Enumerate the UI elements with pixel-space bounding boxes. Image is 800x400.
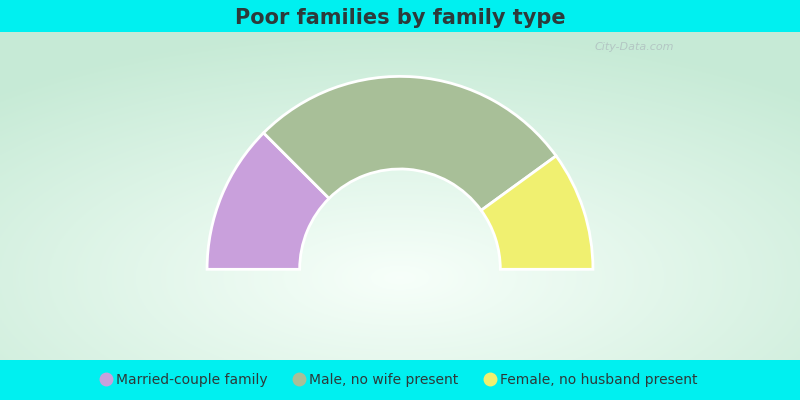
Wedge shape [263, 76, 556, 210]
Wedge shape [207, 133, 329, 269]
Text: City-Data.com: City-Data.com [594, 42, 674, 52]
Wedge shape [481, 156, 593, 269]
Text: Poor families by family type: Poor families by family type [234, 8, 566, 28]
Legend: Married-couple family, Male, no wife present, Female, no husband present: Married-couple family, Male, no wife pre… [97, 368, 703, 392]
